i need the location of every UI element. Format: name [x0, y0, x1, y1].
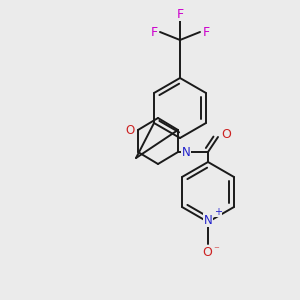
- Text: O: O: [202, 245, 212, 259]
- Text: +: +: [214, 207, 222, 217]
- Text: F: F: [176, 8, 184, 20]
- Text: ⁻: ⁻: [213, 245, 219, 255]
- Text: F: F: [150, 26, 158, 38]
- Text: F: F: [202, 26, 210, 38]
- Text: O: O: [125, 124, 135, 136]
- Text: N: N: [204, 214, 212, 226]
- Text: O: O: [221, 128, 231, 142]
- Text: N: N: [182, 146, 190, 158]
